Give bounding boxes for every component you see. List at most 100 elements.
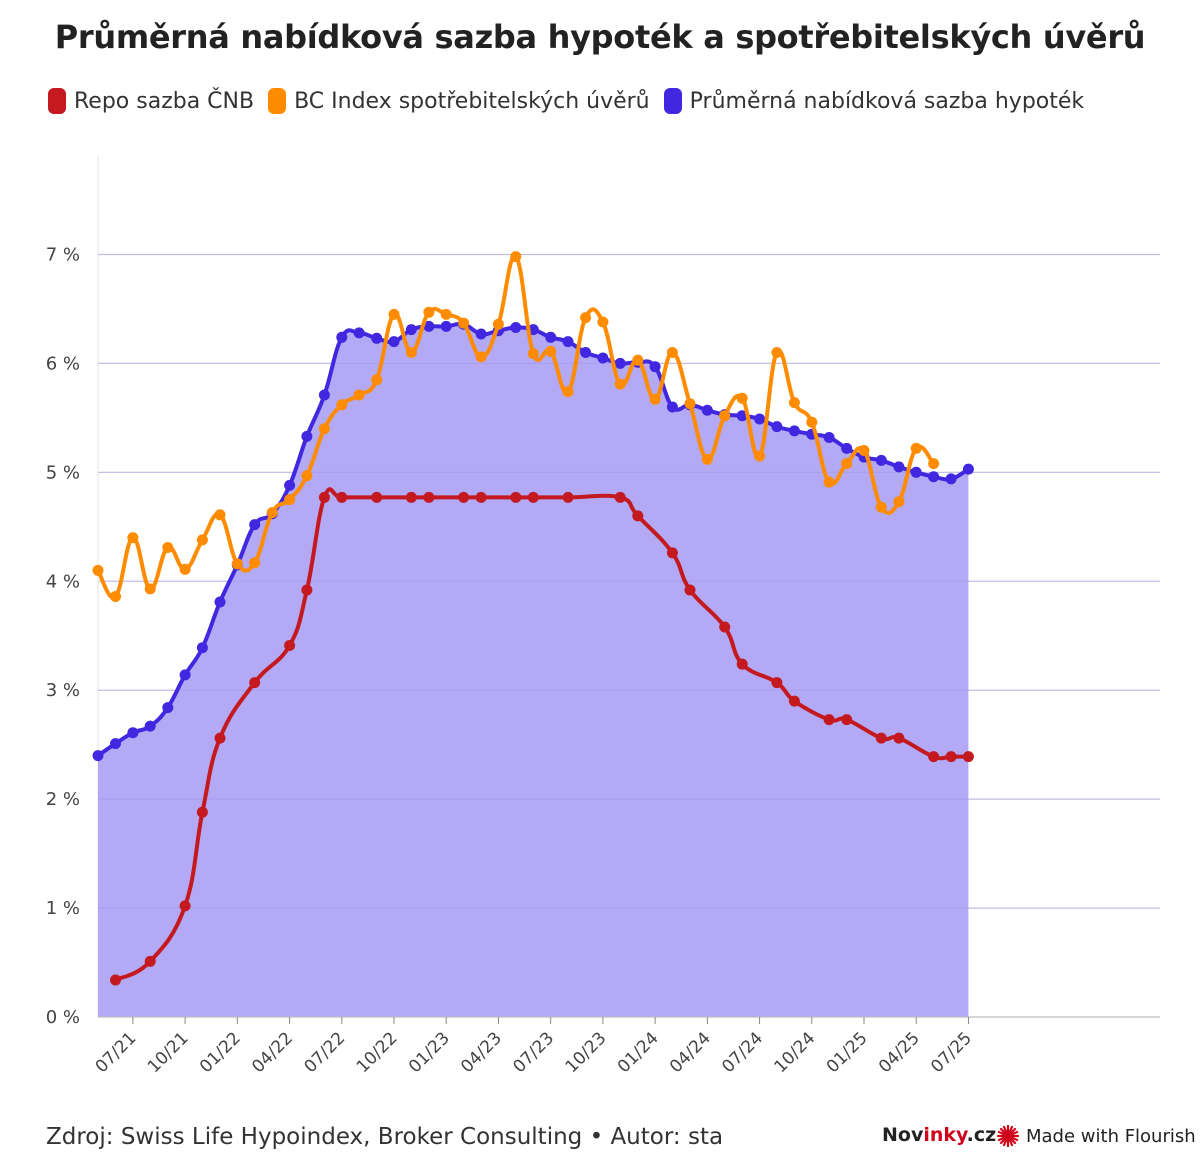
- hypo-point: [614, 357, 626, 369]
- bc-index-point: [701, 453, 713, 465]
- x-tick-label: 07/23: [509, 1028, 558, 1077]
- repo-point: [893, 732, 905, 744]
- x-tick-label: 01/23: [405, 1028, 454, 1077]
- x-tick-label: 10/21: [144, 1028, 193, 1077]
- bc-index-point: [875, 501, 887, 513]
- legend-item-repo[interactable]: Repo sazba ČNB: [48, 88, 254, 114]
- x-tick-label: 10/24: [771, 1028, 820, 1077]
- hypo-point: [249, 519, 261, 531]
- bc-index-point: [196, 534, 208, 546]
- y-tick-label: 2 %: [46, 789, 80, 810]
- x-tick-label: 04/23: [457, 1028, 506, 1077]
- bc-index-point: [423, 306, 435, 318]
- bc-index-point: [127, 532, 139, 544]
- bc-index-point: [736, 392, 748, 404]
- flourish-credit[interactable]: Made with Flourish: [996, 1124, 1196, 1148]
- repo-point: [475, 491, 487, 503]
- repo-point: [196, 806, 208, 818]
- repo-point: [945, 751, 957, 763]
- legend-swatch-hypo: [663, 88, 682, 114]
- repo-point: [614, 491, 626, 503]
- repo-point: [110, 974, 121, 986]
- bc-index-point: [92, 564, 104, 576]
- bc-index-point: [684, 398, 696, 410]
- bc-index-point: [858, 445, 870, 456]
- flourish-icon: [996, 1124, 1020, 1148]
- hypo-point: [440, 320, 452, 332]
- repo-point: [841, 714, 853, 726]
- repo-point: [928, 751, 940, 763]
- hypo-point: [893, 461, 905, 473]
- bc-index-point: [614, 378, 626, 390]
- bc-index-point: [771, 347, 783, 358]
- x-tick-label: 07/24: [718, 1028, 767, 1077]
- legend-label-repo: Repo sazba ČNB: [74, 88, 255, 114]
- y-tick-label: 5 %: [46, 462, 80, 483]
- x-tick-label: 07/22: [301, 1028, 350, 1077]
- repo-point: [336, 491, 348, 503]
- legend-item-bc-index[interactable]: BC Index spotřebitelských úvěrů: [268, 88, 650, 114]
- bc-index-point: [649, 393, 661, 405]
- repo-point: [527, 491, 539, 503]
- hypo-point: [110, 738, 121, 750]
- bc-index-point: [806, 416, 818, 428]
- bc-index-point: [841, 458, 853, 470]
- bc-index-point: [179, 563, 191, 575]
- bc-index-point: [510, 251, 522, 263]
- bc-index-point: [144, 583, 156, 595]
- bc-index-point: [823, 476, 835, 488]
- hypo-point: [144, 720, 156, 732]
- y-tick-label: 4 %: [46, 571, 80, 592]
- bc-index-point: [214, 509, 226, 521]
- hypo-point: [475, 328, 487, 340]
- bc-index-point: [231, 558, 243, 570]
- hypo-area: [98, 323, 969, 1017]
- bc-index-point: [405, 347, 417, 358]
- hypo-point: [580, 347, 592, 358]
- repo-point: [284, 640, 296, 651]
- legend-label-bc-index: BC Index spotřebitelských úvěrů: [294, 88, 650, 114]
- repo-point: [423, 491, 435, 503]
- legend-item-hypo[interactable]: Průměrná nabídková sazba hypoték: [663, 88, 1084, 114]
- x-tick-label: 01/24: [614, 1028, 663, 1077]
- bc-index-point: [266, 507, 278, 519]
- bc-index-point: [284, 494, 296, 506]
- bc-index-point: [336, 399, 348, 411]
- x-tick-label: 07/21: [92, 1028, 141, 1077]
- bc-index-point: [545, 345, 557, 357]
- hypo-point: [754, 413, 766, 425]
- legend: Repo sazba ČNB BC Index spotřebitelských…: [48, 88, 1084, 114]
- hypo-point: [666, 401, 678, 413]
- repo-point: [962, 751, 974, 763]
- repo-point: [788, 695, 800, 707]
- hypo-point: [405, 324, 417, 336]
- brand-prefix: Nov: [882, 1124, 924, 1146]
- footer-source: Zdroj: Swiss Life Hypoindex, Broker Cons…: [46, 1124, 724, 1150]
- x-tick-label: 10/23: [562, 1028, 611, 1077]
- bc-index-point: [388, 308, 400, 320]
- hypo-point: [423, 320, 435, 332]
- bc-index-point: [301, 470, 313, 482]
- hypo-point: [701, 404, 713, 416]
- y-tick-label: 0 %: [46, 1007, 80, 1028]
- hypo-point: [510, 322, 522, 333]
- brand-suffix: .cz: [966, 1124, 997, 1146]
- x-tick-label: 01/22: [196, 1028, 245, 1077]
- bc-index-point: [110, 591, 121, 602]
- x-tick-label: 10/22: [353, 1028, 402, 1077]
- hypo-point: [771, 421, 783, 433]
- bc-index-point: [458, 317, 470, 329]
- bc-index-point: [249, 557, 261, 569]
- hypo-point: [196, 642, 208, 654]
- novinky-logo[interactable]: Novinky.cz: [882, 1124, 996, 1146]
- y-tick-label: 6 %: [46, 353, 80, 374]
- bc-index-point: [475, 351, 487, 363]
- bc-index-point: [318, 423, 330, 435]
- x-tick-label: 01/25: [823, 1028, 872, 1077]
- hypo-point: [318, 389, 330, 401]
- repo-point: [301, 584, 313, 596]
- brand-accent: inky: [923, 1124, 967, 1146]
- flourish-label: Made with Flourish: [1026, 1125, 1196, 1147]
- bc-index-point: [353, 389, 365, 401]
- hypo-point: [945, 473, 957, 485]
